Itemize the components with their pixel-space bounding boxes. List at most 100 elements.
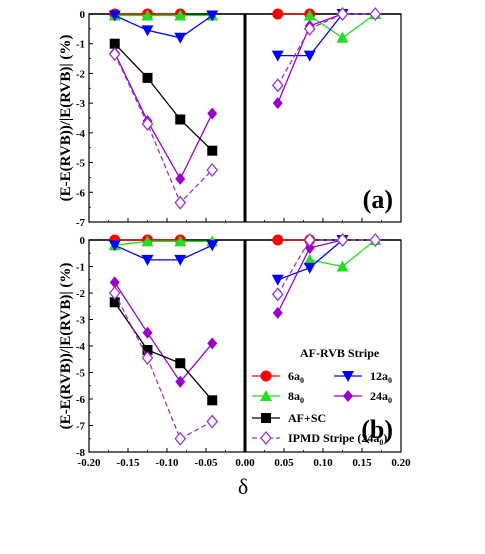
data-point-ipmd xyxy=(303,232,316,248)
data-point-24a xyxy=(175,172,186,185)
x-tick-label: -0.05 xyxy=(195,457,218,469)
series-line-afsc xyxy=(114,301,213,401)
data-point-12a xyxy=(206,10,219,22)
series-line-12a xyxy=(114,14,213,39)
y-tick-label: -6 xyxy=(76,394,86,406)
data-point-8a xyxy=(174,235,187,247)
y-tick-label: -5 xyxy=(76,158,86,170)
data-point-12a xyxy=(271,274,284,286)
data-point-ipmd xyxy=(369,6,382,22)
y-tick-label: -7 xyxy=(76,421,86,433)
data-point-ipmd xyxy=(303,21,316,36)
legend-entry-12a: 12a0 xyxy=(334,369,392,385)
legend-entry-6a: 6a0 xyxy=(252,369,304,385)
series-line-24a xyxy=(114,52,213,181)
y-tick-label: 0 xyxy=(80,9,86,21)
legend-entry-24a: 24a0 xyxy=(334,389,392,405)
y-tick-label: -5 xyxy=(76,368,86,380)
data-point-24a xyxy=(142,326,153,339)
x-tick-label: 0.20 xyxy=(391,457,411,469)
data-point-12a xyxy=(303,262,316,274)
legend-label: IPMD Stripe (24a0) xyxy=(288,431,387,447)
y-tick-label: -1 xyxy=(76,39,85,51)
y-tick-label: -3 xyxy=(76,315,86,327)
data-point-afsc xyxy=(142,344,153,355)
data-point-8a xyxy=(141,9,154,21)
data-point-8a xyxy=(336,260,349,272)
data-point-24a xyxy=(207,107,218,120)
data-point-12a xyxy=(174,32,187,44)
legend-marker xyxy=(260,430,272,446)
data-point-8a xyxy=(303,253,316,265)
legend-label: 8a0 xyxy=(288,389,304,405)
x-tick-label: 0.05 xyxy=(274,457,294,469)
data-point-8a xyxy=(174,9,187,21)
data-point-afsc xyxy=(207,395,218,406)
series-line-afsc xyxy=(114,43,213,152)
legend-marker xyxy=(342,371,354,382)
series-line-8a xyxy=(114,240,213,246)
data-point-6a xyxy=(272,234,284,246)
data-point-24a xyxy=(207,337,218,350)
data-point-12a xyxy=(303,50,316,62)
panel-label: (a) xyxy=(363,185,393,214)
data-point-12a xyxy=(141,254,154,266)
data-point-ipmd xyxy=(206,414,219,429)
x-tick-label: 0.00 xyxy=(235,457,255,469)
data-point-afsc xyxy=(109,297,120,308)
data-point-8a xyxy=(336,31,349,43)
legend-entry-ipmd: IPMD Stripe (24a0) xyxy=(252,430,387,447)
panel-label: (b) xyxy=(361,415,393,444)
legend-title: AF-RVB Stripe xyxy=(300,346,380,360)
data-point-ipmd xyxy=(271,287,284,302)
legend-marker xyxy=(261,413,271,423)
data-point-12a xyxy=(108,10,121,22)
y-tick-label: -4 xyxy=(76,341,86,353)
data-point-12a xyxy=(271,50,284,62)
data-point-ipmd xyxy=(108,47,121,62)
y-tick-label: -8 xyxy=(76,447,86,459)
series-line-24a xyxy=(114,282,213,383)
y-tick-label: -4 xyxy=(76,128,86,140)
x-tick-label: -0.10 xyxy=(156,457,179,469)
legend-label: AF+SC xyxy=(288,411,326,425)
data-point-24a xyxy=(109,276,120,289)
data-point-afsc xyxy=(109,38,120,49)
data-point-ipmd xyxy=(141,350,154,365)
legend-entry-8a: 8a0 xyxy=(252,389,304,405)
x-tick-label: 0.15 xyxy=(352,457,372,469)
y-axis-label: (E-E(RVB))/|E(RVB)| (%) xyxy=(58,263,74,430)
series-ipmd xyxy=(108,6,382,210)
data-point-ipmd xyxy=(336,232,349,248)
y-tick-label: -2 xyxy=(76,68,86,80)
data-point-ipmd xyxy=(369,232,382,248)
data-point-ipmd xyxy=(206,162,219,178)
series-afsc xyxy=(109,297,218,406)
legend: AF-RVB Stripe 6a0 12a0 8a0 24a0 AF+SC IPMD Str… xyxy=(252,346,392,447)
data-point-12a xyxy=(174,254,187,266)
y-tick-label: 0 xyxy=(80,235,86,247)
data-point-12a xyxy=(141,25,154,37)
series-ipmd xyxy=(108,232,382,446)
data-point-ipmd xyxy=(271,78,284,93)
data-point-afsc xyxy=(175,114,186,125)
x-tick-label: 0.10 xyxy=(313,457,333,469)
y-axis-label: (E-E(RVB))/|E(RVB)| (%) xyxy=(58,35,74,202)
legend-label: 6a0 xyxy=(288,369,304,385)
data-point-24a xyxy=(175,375,186,388)
legend-entry-afsc: AF+SC xyxy=(252,411,326,425)
y-tick-label: -1 xyxy=(76,262,85,274)
data-point-8a xyxy=(141,235,154,247)
data-point-6a xyxy=(272,8,284,20)
legend-marker xyxy=(260,390,272,401)
data-point-ipmd xyxy=(174,195,187,210)
x-axis-label: δ xyxy=(238,474,248,499)
y-tick-label: -3 xyxy=(76,98,86,110)
data-point-ipmd xyxy=(336,6,349,22)
x-tick-label: -0.15 xyxy=(117,457,140,469)
data-point-afsc xyxy=(175,358,186,369)
y-tick-label: -7 xyxy=(76,217,86,229)
y-tick-label: -2 xyxy=(76,288,86,300)
data-point-24a xyxy=(272,306,283,319)
